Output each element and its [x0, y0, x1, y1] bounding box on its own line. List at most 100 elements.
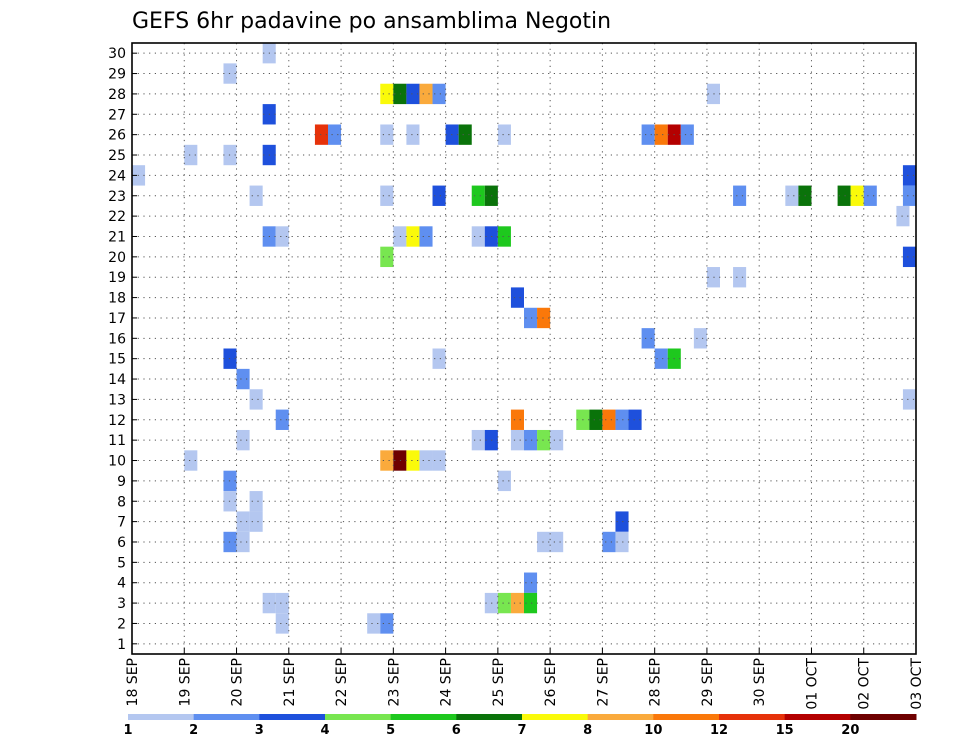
- heatmap-cells: [132, 43, 916, 634]
- y-tick-label: 24: [108, 168, 126, 184]
- heatmap-cell: [628, 409, 642, 430]
- y-tick-label: 5: [117, 555, 126, 571]
- heatmap-cell: [550, 429, 564, 451]
- heatmap-cell: [615, 531, 629, 553]
- legend-label: 4: [320, 723, 329, 738]
- heatmap-cell: [497, 226, 511, 247]
- y-tick-label: 8: [117, 494, 126, 510]
- heatmap-cell: [432, 185, 446, 206]
- heatmap-cell: [902, 165, 916, 186]
- x-tick-label: 03 OCT: [909, 658, 925, 710]
- heatmap-cell: [654, 348, 668, 369]
- y-tick-label: 26: [108, 128, 126, 144]
- heatmap-cell: [328, 124, 342, 145]
- heatmap-cell: [680, 124, 694, 145]
- y-axis: 1234567891011121314151617181920212223242…: [108, 46, 137, 653]
- x-tick-label: 23 SEP: [386, 658, 402, 706]
- heatmap-cell: [896, 205, 910, 227]
- legend-label: 20: [841, 723, 859, 738]
- y-tick-label: 1: [117, 637, 126, 653]
- chart-title: GEFS 6hr padavine po ansamblima Negotin: [132, 9, 611, 34]
- heatmap-cell: [850, 185, 864, 206]
- heatmap-cell: [471, 226, 485, 247]
- legend-label: 5: [386, 723, 395, 738]
- heatmap-cell: [275, 613, 289, 634]
- y-tick-label: 14: [108, 372, 126, 388]
- plot-frame: [131, 42, 917, 655]
- legend-label: 15: [776, 723, 794, 738]
- heatmap-cell: [432, 348, 446, 369]
- heatmap-cell: [249, 491, 263, 512]
- heatmap-cell: [524, 429, 538, 451]
- heatmap-cell: [902, 185, 916, 206]
- heatmap-cell: [406, 450, 420, 471]
- legend-label: 6: [452, 723, 461, 738]
- y-tick-label: 7: [117, 515, 126, 531]
- legend-label: 8: [583, 723, 592, 738]
- legend-swatch: [784, 714, 851, 720]
- heatmap-cell: [902, 246, 916, 268]
- y-tick-label: 25: [108, 148, 126, 164]
- y-tick-label: 4: [117, 576, 126, 592]
- heatmap-cell: [733, 267, 747, 288]
- x-tick-label: 18 SEP: [125, 658, 141, 706]
- x-tick-label: 19 SEP: [177, 658, 193, 706]
- heatmap-cell: [510, 592, 524, 614]
- y-tick-label: 27: [108, 107, 126, 123]
- heatmap-cell: [184, 144, 198, 166]
- y-tick-label: 15: [108, 352, 126, 368]
- heatmap-cell: [654, 124, 668, 145]
- y-tick-label: 12: [108, 413, 126, 429]
- heatmap-cell: [236, 511, 250, 532]
- legend-swatch: [522, 714, 589, 720]
- heatmap-cell: [615, 511, 629, 532]
- heatmap-cell: [236, 429, 250, 451]
- y-tick-label: 20: [108, 250, 126, 266]
- heatmap-cell: [406, 83, 420, 105]
- heatmap-cell: [314, 124, 328, 145]
- heatmap-cell: [249, 185, 263, 206]
- legend-swatch: [325, 714, 392, 720]
- x-tick-label: 29 SEP: [700, 658, 716, 706]
- heatmap-cell: [419, 450, 433, 471]
- heatmap-cell: [641, 124, 655, 145]
- legend-swatch: [193, 714, 260, 720]
- x-tick-label: 26 SEP: [543, 658, 559, 706]
- y-tick-label: 30: [108, 46, 126, 62]
- heatmap-cell: [458, 124, 472, 145]
- y-tick-label: 19: [108, 270, 126, 286]
- y-tick-label: 9: [117, 474, 126, 490]
- x-tick-label: 20 SEP: [230, 658, 246, 706]
- heatmap-cell: [524, 572, 538, 593]
- y-tick-label: 11: [108, 433, 126, 449]
- heatmap-cell: [510, 429, 524, 451]
- heatmap-cell: [393, 450, 407, 471]
- legend-label: 7: [517, 723, 526, 738]
- heatmap-cell: [432, 450, 446, 471]
- heatmap-cell: [602, 531, 616, 553]
- heatmap-cell: [406, 226, 420, 247]
- legend-swatch: [587, 714, 654, 720]
- x-tick-label: 27 SEP: [595, 658, 611, 706]
- heatmap-cell: [406, 124, 420, 145]
- legend-swatch: [719, 714, 786, 720]
- legend-swatch: [456, 714, 523, 720]
- heatmap-cell: [380, 613, 394, 634]
- heatmap-cell: [537, 429, 551, 451]
- heatmap-cell: [471, 185, 485, 206]
- heatmap-cell: [537, 531, 551, 553]
- heatmap-cell: [249, 511, 263, 532]
- y-tick-label: 13: [108, 392, 126, 408]
- x-tick-label: 28 SEP: [648, 658, 664, 706]
- heatmap-cell: [367, 613, 381, 634]
- heatmap-cell: [524, 307, 538, 329]
- y-tick-label: 6: [117, 535, 126, 551]
- heatmap-cell: [419, 83, 433, 105]
- x-tick-label: 25 SEP: [491, 658, 507, 706]
- y-tick-label: 2: [117, 616, 126, 632]
- x-tick-label: 24 SEP: [439, 658, 455, 706]
- heatmap-cell: [380, 83, 394, 105]
- grid-lines: [132, 43, 916, 654]
